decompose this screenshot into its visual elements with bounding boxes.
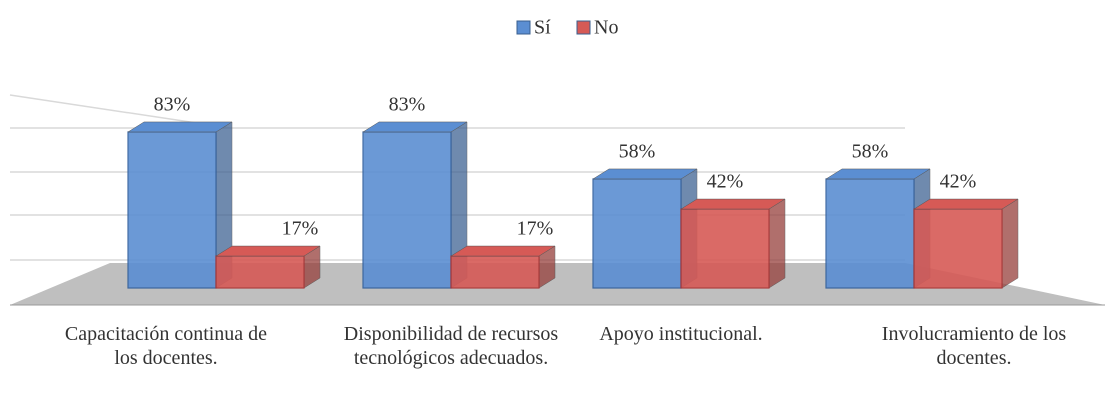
bar-top [127,121,233,133]
bar-top [825,168,931,180]
data-label: 83% [154,94,191,116]
bar-top [913,198,1019,210]
bar [592,178,682,289]
bar-top [362,121,468,133]
legend-swatch [516,20,531,35]
bar-top [450,245,556,257]
bar [680,208,770,289]
x-tick-label: Involucramiento de los docentes. [881,323,1067,369]
x-tick-label: Capacitación continua de los docentes. [64,323,268,369]
bar-top [592,168,698,180]
data-label: 83% [389,94,426,116]
data-label: 58% [852,141,889,163]
x-tick-label: Disponibilidad de recursos tecnológicos … [343,323,559,369]
legend-label: Sí [534,17,551,39]
bar [825,178,915,289]
bar [127,131,217,289]
data-label: 58% [619,141,656,163]
bar [913,208,1003,289]
bar-top [215,245,321,257]
data-label: 17% [517,218,554,240]
bar-top [680,198,786,210]
x-tick-label: Apoyo institucional. [599,323,763,345]
legend-swatch [576,20,591,35]
legend-label: No [594,17,618,39]
data-label: 17% [282,218,319,240]
bar [215,255,305,289]
bar-side [768,198,786,289]
data-label: 42% [940,171,977,193]
data-label: 42% [707,171,744,193]
bar [450,255,540,289]
bar [362,131,452,289]
bar-side [1001,198,1019,289]
